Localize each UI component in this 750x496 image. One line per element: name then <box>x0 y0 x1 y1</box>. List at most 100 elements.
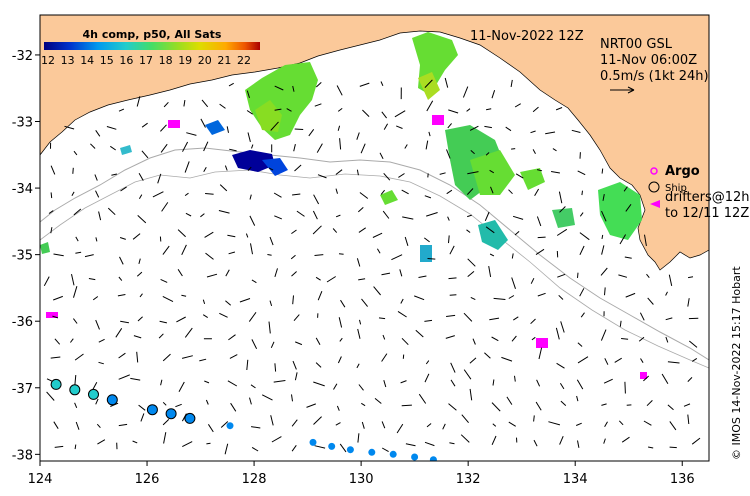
velocity-arrow <box>426 212 438 217</box>
velocity-arrow <box>158 333 164 339</box>
velocity-arrow <box>317 291 323 301</box>
velocity-arrow <box>225 269 230 277</box>
velocity-arrow <box>73 286 78 298</box>
velocity-arrow <box>201 99 209 108</box>
velocity-arrow <box>141 150 149 159</box>
velocity-arrow <box>332 228 338 233</box>
velocity-arrow <box>449 294 457 296</box>
velocity-arrow <box>204 231 214 238</box>
velocity-arrow <box>251 426 261 429</box>
velocity-arrow <box>510 79 513 87</box>
velocity-arrow <box>315 362 322 368</box>
velocity-arrow <box>447 123 452 129</box>
map-legend: Argo Ship drifters@12h to 12/11 12Z <box>648 164 750 221</box>
velocity-arrow <box>73 318 78 324</box>
velocity-arrow <box>380 81 384 87</box>
velocity-arrow <box>95 130 101 137</box>
velocity-arrow <box>533 415 535 422</box>
velocity-arrow <box>514 231 520 236</box>
velocity-arrow <box>669 421 677 431</box>
velocity-arrow <box>380 189 385 195</box>
velocity-arrow <box>53 295 63 301</box>
velocity-arrow <box>218 210 230 214</box>
velocity-arrow <box>470 150 475 155</box>
velocity-arrow <box>160 278 168 283</box>
velocity-arrow <box>248 312 257 322</box>
velocity-arrow <box>424 319 433 322</box>
colorbar-tick-labels: 12 13 14 15 16 17 18 19 20 21 22 <box>41 54 251 67</box>
velocity-arrow <box>138 258 141 265</box>
velocity-arrow <box>466 108 471 112</box>
velocity-arrow <box>469 125 479 131</box>
velocity-arrow <box>511 335 517 342</box>
velocity-arrow <box>448 235 450 244</box>
velocity-arrow <box>511 277 516 289</box>
velocity-arrow <box>249 194 252 200</box>
velocity-arrow <box>206 442 211 445</box>
velocity-arrow <box>359 319 362 325</box>
velocity-arrow <box>295 341 303 346</box>
velocity-arrow <box>182 141 189 152</box>
velocity-arrow <box>381 447 389 453</box>
velocity-arrow <box>313 381 325 387</box>
velocity-arrow <box>261 394 273 401</box>
velocity-arrow <box>97 439 106 445</box>
velocity-arrow <box>579 288 585 297</box>
velocity-arrow <box>418 393 427 404</box>
velocity-arrow <box>293 314 300 322</box>
velocity-arrow <box>383 123 389 130</box>
colorbar-title: 4h comp, p50, All Sats <box>83 28 222 41</box>
velocity-arrow <box>160 143 168 153</box>
velocity-arrow <box>559 382 565 390</box>
velocity-arrow <box>405 443 416 447</box>
velocity-arrow <box>603 438 606 444</box>
velocity-arrow <box>486 108 492 111</box>
velocity-arrow <box>84 254 94 258</box>
velocity-arrow <box>312 225 322 235</box>
velocity-arrow <box>560 321 565 333</box>
velocity-vectors <box>43 77 701 455</box>
velocity-arrow <box>110 145 116 151</box>
drifter-position <box>106 394 118 406</box>
velocity-arrow <box>360 143 366 154</box>
velocity-arrow <box>604 421 608 428</box>
velocity-arrow <box>132 233 141 240</box>
drifter-position <box>50 378 62 390</box>
velocity-arrow <box>340 299 346 308</box>
drifter-position <box>389 450 397 458</box>
colorbar-tick: 18 <box>159 54 173 67</box>
velocity-arrow <box>176 316 186 323</box>
velocity-arrow <box>559 436 564 445</box>
shelf-contour <box>40 147 709 361</box>
velocity-arrow <box>461 414 469 424</box>
drifters-legend-line1: drifters@12h <box>665 190 750 205</box>
velocity-arrow <box>95 319 100 330</box>
velocity-arrow <box>270 415 274 426</box>
y-tick-label: -33 <box>12 116 33 131</box>
velocity-arrow <box>491 90 496 99</box>
velocity-arrow <box>119 256 124 265</box>
velocity-arrow <box>339 138 342 150</box>
velocity-arrow <box>489 253 495 257</box>
velocity-arrow <box>239 298 251 303</box>
velocity-arrow <box>687 298 690 307</box>
x-axis: 124 126 128 130 132 134 136 <box>28 461 695 487</box>
velocity-arrow <box>54 445 64 448</box>
velocity-arrow <box>130 377 141 381</box>
velocity-arrow <box>199 358 207 362</box>
velocity-arrow <box>120 186 127 192</box>
plot-frame <box>39 14 710 462</box>
velocity-arrow <box>162 401 167 406</box>
velocity-arrow <box>558 191 563 204</box>
velocity-arrow <box>335 422 341 426</box>
velocity-arrow <box>467 214 472 218</box>
velocity-arrow <box>133 335 142 339</box>
velocity-arrow <box>336 85 343 96</box>
velocity-arrow <box>268 167 274 171</box>
velocity-arrow <box>643 420 652 426</box>
velocity-arrow <box>501 356 513 362</box>
velocity-arrow <box>312 210 318 220</box>
velocity-arrow <box>308 129 315 137</box>
drifter-position <box>309 438 317 446</box>
